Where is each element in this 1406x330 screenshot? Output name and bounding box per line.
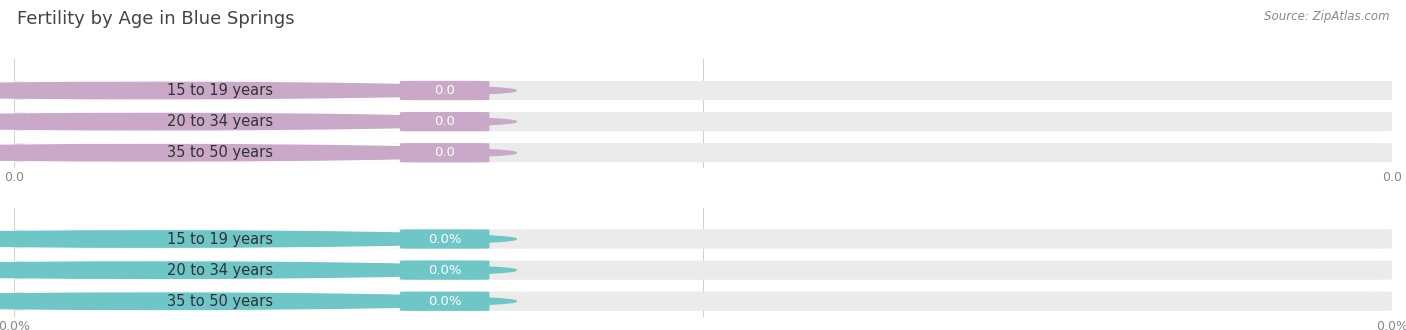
Text: 0.0: 0.0 <box>434 115 456 128</box>
FancyBboxPatch shape <box>399 260 489 280</box>
Text: 15 to 19 years: 15 to 19 years <box>167 83 273 98</box>
Text: 0.0%: 0.0% <box>427 295 461 308</box>
Circle shape <box>0 231 516 247</box>
FancyBboxPatch shape <box>14 292 1392 311</box>
Circle shape <box>0 262 516 278</box>
Text: 15 to 19 years: 15 to 19 years <box>167 232 273 247</box>
FancyBboxPatch shape <box>14 112 1392 131</box>
FancyBboxPatch shape <box>399 143 489 162</box>
Text: 0.0: 0.0 <box>434 84 456 97</box>
Text: 0.0%: 0.0% <box>427 233 461 246</box>
Text: 20 to 34 years: 20 to 34 years <box>167 263 273 278</box>
FancyBboxPatch shape <box>399 292 489 311</box>
Text: 35 to 50 years: 35 to 50 years <box>167 294 273 309</box>
FancyBboxPatch shape <box>25 292 399 311</box>
FancyBboxPatch shape <box>14 260 1392 280</box>
Text: Fertility by Age in Blue Springs: Fertility by Age in Blue Springs <box>17 10 294 28</box>
Circle shape <box>0 114 516 130</box>
FancyBboxPatch shape <box>25 143 399 162</box>
Circle shape <box>0 145 516 161</box>
FancyBboxPatch shape <box>14 143 1392 162</box>
Circle shape <box>0 293 516 310</box>
FancyBboxPatch shape <box>25 229 399 249</box>
Text: 20 to 34 years: 20 to 34 years <box>167 114 273 129</box>
Circle shape <box>0 82 516 99</box>
FancyBboxPatch shape <box>25 81 399 100</box>
FancyBboxPatch shape <box>14 81 1392 100</box>
FancyBboxPatch shape <box>399 229 489 249</box>
Text: Source: ZipAtlas.com: Source: ZipAtlas.com <box>1264 10 1389 23</box>
Text: 0.0: 0.0 <box>434 146 456 159</box>
FancyBboxPatch shape <box>25 112 399 131</box>
FancyBboxPatch shape <box>25 260 399 280</box>
FancyBboxPatch shape <box>399 112 489 131</box>
Text: 35 to 50 years: 35 to 50 years <box>167 145 273 160</box>
FancyBboxPatch shape <box>14 229 1392 249</box>
Text: 0.0%: 0.0% <box>427 264 461 277</box>
FancyBboxPatch shape <box>399 81 489 100</box>
